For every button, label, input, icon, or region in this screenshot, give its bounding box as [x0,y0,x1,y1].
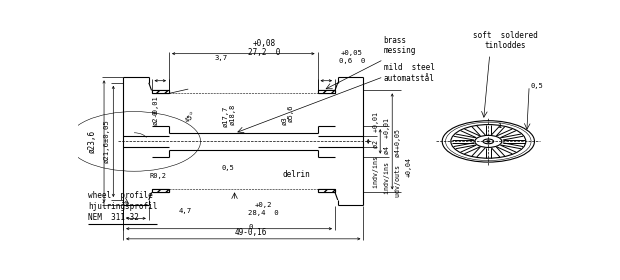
Bar [151,90,169,94]
Text: +0,2: +0,2 [254,202,272,208]
Text: udv/outs  ø4+0,05: udv/outs ø4+0,05 [394,129,401,197]
Text: messing: messing [384,46,416,55]
Text: 0,6  0: 0,6 0 [339,58,366,64]
Text: delrin: delrin [282,170,310,179]
Text: automatstål: automatstål [384,74,435,83]
Text: hjulringsprofil: hjulringsprofil [88,202,157,211]
Text: 0: 0 [153,111,159,115]
Text: 3,7: 3,7 [214,55,228,61]
Text: 4,7: 4,7 [179,208,192,214]
Text: ø2-0,01: ø2-0,01 [153,95,159,125]
Text: indv/ins  ø2  +0,01: indv/ins ø2 +0,01 [373,112,379,188]
Text: +0,04: +0,04 [405,157,411,177]
Bar [317,90,335,94]
Text: 0,5: 0,5 [530,83,543,89]
Bar [151,189,169,192]
Text: 1: 1 [497,123,501,129]
Text: ø5,6: ø5,6 [288,104,294,122]
Text: 0,5: 0,5 [221,165,234,171]
Text: ø17,7: ø17,7 [223,106,229,127]
Text: indv/ins  ø4  +0,01: indv/ins ø4 +0,01 [384,118,390,195]
Text: 45°: 45° [184,111,197,124]
Text: ø3: ø3 [281,116,287,125]
Text: 27,2  0: 27,2 0 [248,48,280,57]
Text: tinloddes: tinloddes [484,41,526,50]
Text: 28,4  0: 28,4 0 [247,210,278,216]
Text: NEM  311-32: NEM 311-32 [88,213,139,222]
Text: soft  soldered: soft soldered [473,31,538,40]
Text: 0: 0 [248,224,253,230]
Text: +0,05: +0,05 [341,50,363,56]
Text: ø23,6: ø23,6 [87,130,97,153]
Text: +0,08: +0,08 [252,39,275,48]
Text: R0,2: R0,2 [149,173,167,179]
Text: brass: brass [384,36,407,45]
Text: ø18,8: ø18,8 [229,103,236,125]
Text: mild  steel: mild steel [384,63,435,73]
Text: 49-0,16: 49-0,16 [234,228,267,237]
Text: ø21,6±0,05: ø21,6±0,05 [104,120,109,163]
Bar [317,189,335,192]
Text: wheel  profile: wheel profile [88,191,153,200]
